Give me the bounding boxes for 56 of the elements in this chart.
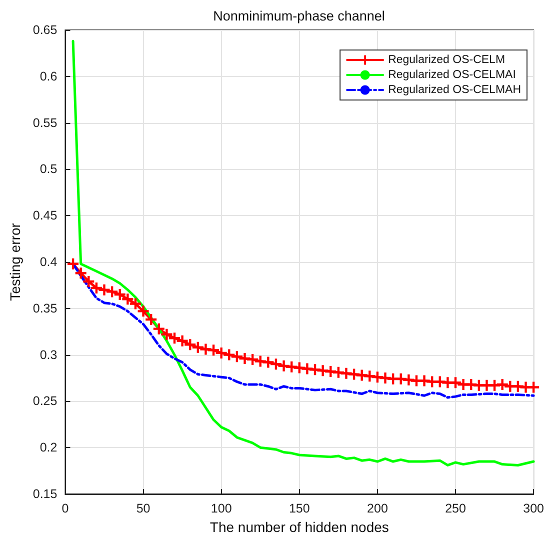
point: [262, 356, 274, 368]
point: [278, 360, 290, 372]
point: [216, 347, 227, 358]
chart-title: Nonminimum-phase channel: [213, 8, 385, 24]
legend-label: Regularized OS-CELMAI: [388, 69, 516, 81]
point: [450, 377, 462, 388]
point: [68, 258, 79, 270]
point: [356, 370, 368, 381]
point: [153, 323, 164, 334]
x-tick-label: 0: [62, 502, 69, 516]
point: [75, 268, 86, 279]
y-tick-label: 0.4: [40, 255, 58, 269]
point: [169, 332, 180, 344]
point: [208, 344, 220, 356]
point: [146, 314, 157, 326]
point: [364, 370, 376, 382]
y-tick-label: 0.2: [40, 440, 58, 455]
x-tick-label: 50: [136, 502, 150, 516]
point: [138, 306, 149, 317]
y-tick-label: 0.6: [40, 69, 58, 84]
point: [184, 339, 196, 350]
point: [161, 328, 172, 340]
x-tick-label: 300: [523, 502, 544, 516]
point: [224, 349, 235, 360]
y-tick-label: 0.55: [32, 116, 58, 130]
x-tick-label: 150: [288, 502, 310, 516]
point: [130, 298, 141, 310]
point: [114, 288, 126, 300]
point: [83, 276, 94, 287]
point: [380, 372, 391, 384]
y-axis-title: Testing error: [7, 222, 23, 301]
y-tick-label: 0.3: [40, 348, 58, 362]
y-tick-label: 0.45: [32, 208, 58, 223]
legend-label: Regularized OS-CELM: [388, 54, 506, 66]
point: [122, 294, 134, 305]
point: [231, 351, 242, 362]
y-tick-label: 0.65: [32, 23, 58, 37]
x-tick-label: 250: [445, 502, 466, 516]
y-tick-label: 0.5: [40, 162, 58, 176]
legend-label: Regularized OS-CELMAH: [388, 84, 521, 96]
point: [106, 286, 118, 298]
x-tick-label: 100: [210, 502, 232, 516]
y-tick-label: 0.25: [32, 394, 58, 408]
y-tick-label: 0.35: [32, 301, 58, 316]
x-axis-title: The number of hidden nodes: [210, 518, 389, 535]
y-tick-label: 0.15: [32, 487, 58, 501]
point: [200, 344, 212, 355]
point: [496, 378, 508, 390]
point: [317, 365, 328, 376]
point: [98, 284, 110, 296]
x-tick-label: 200: [367, 502, 388, 516]
point: [302, 363, 313, 374]
point: [270, 358, 282, 370]
point: [176, 335, 188, 346]
line-series: [72, 40, 535, 466]
point: [239, 353, 250, 364]
